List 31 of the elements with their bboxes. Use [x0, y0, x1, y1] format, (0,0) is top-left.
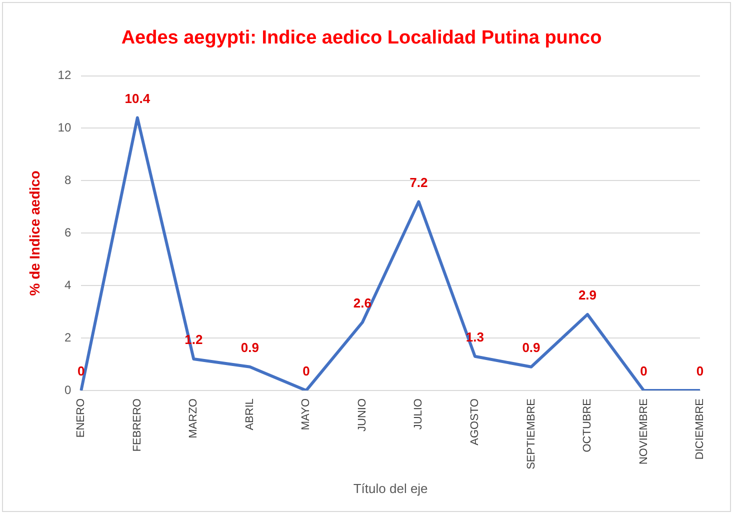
data-label: 0.9	[240, 340, 259, 355]
x-tick-label: NOVIEMBRE	[638, 398, 650, 465]
x-tick-label: SEPTIEMBRE	[525, 398, 538, 470]
x-tick-label: OCTUBRE	[582, 398, 594, 452]
data-label: 0	[302, 364, 310, 379]
chart-title: Aedes aegypti: Indice aedico Localidad Putina punco	[121, 28, 602, 49]
x-tick-label: MARZO	[188, 398, 200, 438]
data-label: 7.2	[410, 174, 428, 190]
x-tick-label: ABRIL	[244, 398, 256, 430]
y-axis-title: % de Indice aedico	[26, 170, 42, 296]
y-tick-label: 10	[58, 120, 72, 135]
x-tick-label: AGOSTO	[468, 398, 481, 446]
x-tick-label: JUNIO	[356, 398, 368, 432]
x-tick-label: ENERO	[75, 398, 88, 438]
data-label: 0	[640, 364, 648, 379]
data-label: 10.4	[124, 90, 151, 106]
y-tick-label: 4	[64, 278, 72, 292]
y-tick-label: 8	[64, 173, 72, 188]
data-label: 0.9	[522, 340, 540, 355]
x-tick-label: MAYO	[300, 398, 312, 430]
y-tick-label: 0	[64, 382, 72, 397]
y-tick-label: 2	[64, 330, 72, 344]
x-tick-label: FEBRERO	[131, 398, 144, 452]
data-label: 2.9	[578, 288, 597, 303]
x-tick-label: JULIO	[412, 398, 425, 430]
y-tick-label: 12	[58, 68, 72, 82]
data-label: 2.6	[353, 295, 372, 310]
data-label: 0	[696, 364, 704, 379]
x-tick-label: DICIEMBRE	[694, 398, 706, 460]
x-axis-title: Título del eje	[353, 480, 428, 496]
y-tick-label: 6	[64, 225, 72, 240]
